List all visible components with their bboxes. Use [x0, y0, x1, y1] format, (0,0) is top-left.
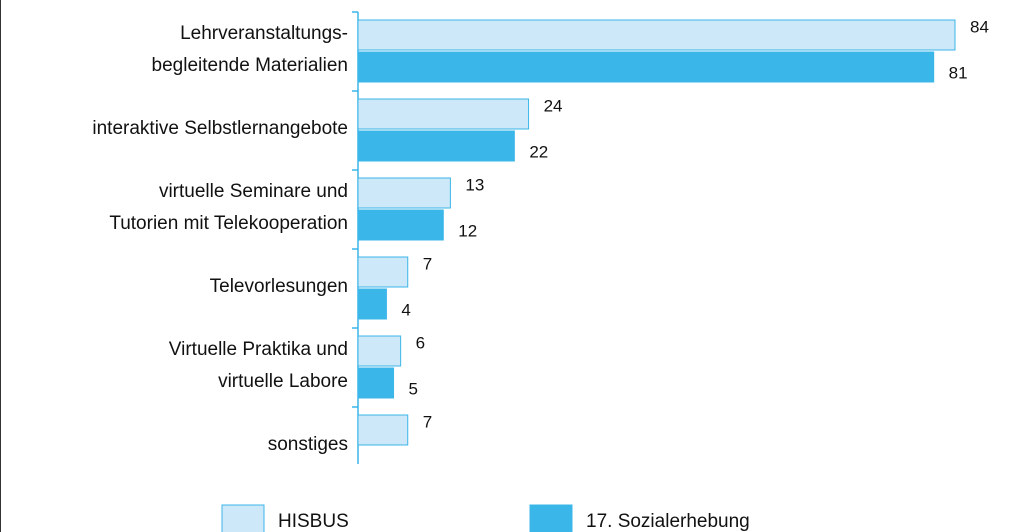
value-label: 4 [401, 300, 410, 319]
legend-swatch [529, 504, 573, 532]
bar [357, 177, 451, 209]
value-label: 7 [423, 254, 432, 273]
bar [357, 98, 530, 130]
category-label: Lehrveranstaltungs- [180, 23, 348, 44]
category-label: begleitende Materialien [152, 55, 348, 76]
value-label: 7 [423, 412, 432, 431]
legend-swatch [221, 504, 265, 532]
value-label: 22 [529, 142, 548, 161]
value-label: 24 [544, 96, 563, 115]
legend-label: 17. Sozialerhebung [586, 511, 750, 532]
legend-label: HISBUS [278, 511, 349, 532]
bar [357, 256, 409, 288]
category-label: sonstiges [268, 434, 348, 455]
value-label: 84 [970, 17, 989, 36]
category-label: virtuelle Seminare und [159, 181, 348, 202]
bar [357, 367, 395, 399]
value-label: 81 [949, 63, 968, 82]
value-label: 6 [416, 333, 425, 352]
bar [357, 288, 387, 320]
category-label: Virtuelle Praktika und [169, 339, 348, 360]
category-label: interaktive Selbstlernangebote [92, 118, 348, 139]
bar [357, 414, 409, 446]
category-label: Televorlesungen [210, 276, 348, 297]
bar [357, 335, 402, 367]
value-label: 5 [409, 379, 418, 398]
bar [357, 130, 515, 162]
bar [357, 51, 935, 83]
bar [357, 209, 444, 241]
category-label: Tutorien mit Telekooperation [109, 213, 348, 234]
bar [357, 19, 956, 51]
value-label: 13 [465, 175, 484, 194]
category-label: virtuelle Labore [218, 371, 348, 392]
value-label: 12 [458, 221, 477, 240]
